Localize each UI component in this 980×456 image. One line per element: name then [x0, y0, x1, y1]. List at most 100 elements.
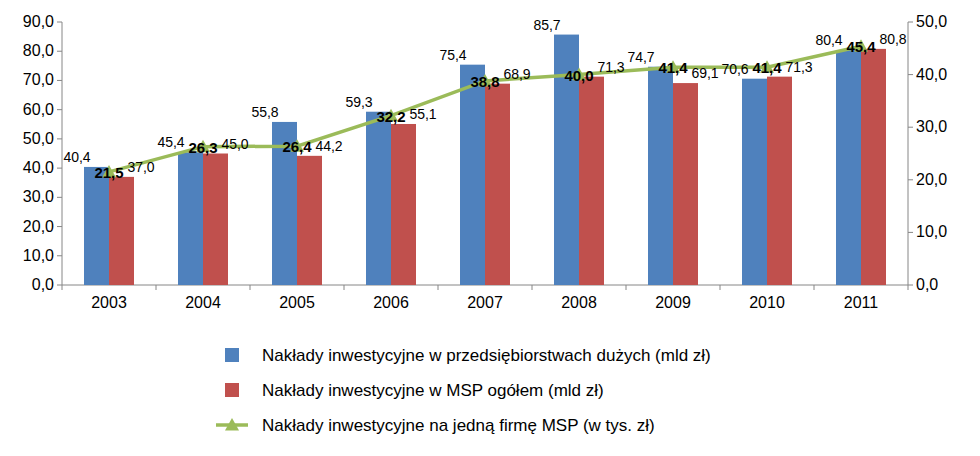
x-tick-label: 2005	[279, 294, 315, 311]
y2-tick-label: 50,0	[916, 13, 947, 30]
line-label: 26,4	[282, 138, 312, 155]
bar-label: 80,4	[815, 32, 842, 48]
y2-tick	[908, 285, 913, 286]
bar-label: 80,8	[879, 31, 906, 47]
y2-tick	[908, 232, 913, 233]
page: {"chart_data": { "type": "bar", "categor…	[0, 0, 980, 456]
x-tick-label: 2011	[844, 294, 879, 311]
legend-label: Nakłady inwestycyjne na jedną firmę MSP …	[262, 416, 655, 435]
x-tick-label: 2003	[91, 294, 127, 311]
y-tick-label: 50,0	[23, 130, 54, 147]
line-label: 40,0	[564, 67, 593, 84]
bar	[767, 77, 792, 285]
line-label: 21,5	[94, 164, 123, 181]
bar-label: 68,9	[503, 66, 530, 82]
bar-label: 75,4	[439, 47, 466, 63]
line-label: 41,4	[752, 59, 782, 76]
y-tick	[57, 197, 62, 198]
y-tick-label: 70,0	[23, 71, 54, 88]
axes: 0,010,020,030,040,050,060,070,080,090,00…	[23, 13, 947, 311]
legend-swatch	[225, 348, 239, 362]
legend-marker	[225, 418, 239, 431]
x-tick-divider	[532, 285, 533, 290]
bar	[673, 83, 698, 285]
bar-label: 45,4	[157, 134, 184, 150]
bar	[84, 167, 109, 285]
x-tick-divider	[344, 285, 345, 290]
y-tick-label: 60,0	[23, 101, 54, 118]
y2-tick	[908, 127, 913, 128]
bar-label: 40,4	[63, 149, 90, 165]
chart: 0,010,020,030,040,050,060,070,080,090,00…	[0, 0, 980, 456]
line-label: 38,8	[470, 73, 499, 90]
legend-label: Nakłady inwestycyjne w przedsiębiorstwac…	[262, 346, 711, 365]
y-tick-label: 10,0	[23, 247, 54, 264]
bar	[297, 156, 322, 285]
bar	[485, 84, 510, 285]
y-tick	[57, 80, 62, 81]
x-tick-label: 2006	[373, 294, 409, 311]
y2-tick-label: 30,0	[916, 118, 947, 135]
bar	[742, 79, 767, 285]
x-tick-divider	[250, 285, 251, 290]
line-label: 41,4	[658, 59, 688, 76]
y-axis	[62, 22, 63, 285]
bar	[861, 49, 886, 285]
y-tick	[57, 255, 62, 256]
bar	[178, 152, 203, 285]
bar-label: 59,3	[345, 94, 372, 110]
bar-label: 55,8	[251, 104, 278, 120]
y2-axis	[908, 22, 909, 285]
y-tick-label: 40,0	[23, 159, 54, 176]
y2-tick	[908, 179, 913, 180]
x-tick-label: 2010	[749, 294, 785, 311]
y-tick	[57, 226, 62, 227]
bar	[836, 50, 861, 285]
bar-label: 69,1	[691, 65, 718, 81]
x-tick-divider	[156, 285, 157, 290]
x-tick-divider	[814, 285, 815, 290]
bar	[579, 77, 604, 285]
x-tick-label: 2009	[655, 294, 691, 311]
y2-tick	[908, 74, 913, 75]
x-tick-divider	[908, 285, 909, 290]
y-tick	[57, 51, 62, 52]
x-tick-label: 2008	[561, 294, 597, 311]
y-tick-label: 90,0	[23, 13, 54, 30]
line-label: 26,3	[188, 139, 217, 156]
bar-label: 71,3	[785, 59, 812, 75]
bar	[460, 65, 485, 285]
legend: Nakłady inwestycyjne w przedsiębiorstwac…	[216, 346, 711, 435]
y-tick-label: 30,0	[23, 188, 54, 205]
bar	[203, 154, 228, 286]
y2-tick-label: 20,0	[916, 171, 947, 188]
x-tick-label: 2007	[467, 294, 503, 311]
bar	[648, 67, 673, 285]
bar-label: 44,2	[315, 138, 342, 154]
y2-tick-label: 10,0	[916, 223, 947, 240]
line-label: 32,2	[376, 108, 405, 125]
y-tick	[57, 138, 62, 139]
bar	[391, 124, 416, 285]
y-tick	[57, 285, 62, 286]
y-tick-label: 80,0	[23, 42, 54, 59]
bar-label: 85,7	[533, 17, 560, 33]
y-tick	[57, 22, 62, 23]
line	[109, 46, 861, 172]
bar-label: 70,6	[721, 61, 748, 77]
x-tick-label: 2004	[185, 294, 221, 311]
y2-tick-label: 0,0	[916, 276, 938, 293]
y-tick	[57, 109, 62, 110]
data-labels: 40,445,455,859,375,485,774,770,680,437,0…	[63, 17, 906, 181]
plot-marks	[84, 35, 886, 285]
y-tick-label: 20,0	[23, 218, 54, 235]
x-tick-divider	[720, 285, 721, 290]
bar-label: 74,7	[627, 49, 654, 65]
bar	[109, 177, 134, 285]
bar	[366, 112, 391, 285]
x-tick-divider	[438, 285, 439, 290]
y-tick	[57, 168, 62, 169]
legend-label: Nakłady inwestycyjne w MSP ogółem (mld z…	[262, 381, 604, 400]
line-label: 45,4	[846, 38, 876, 55]
x-tick-divider	[62, 285, 63, 290]
